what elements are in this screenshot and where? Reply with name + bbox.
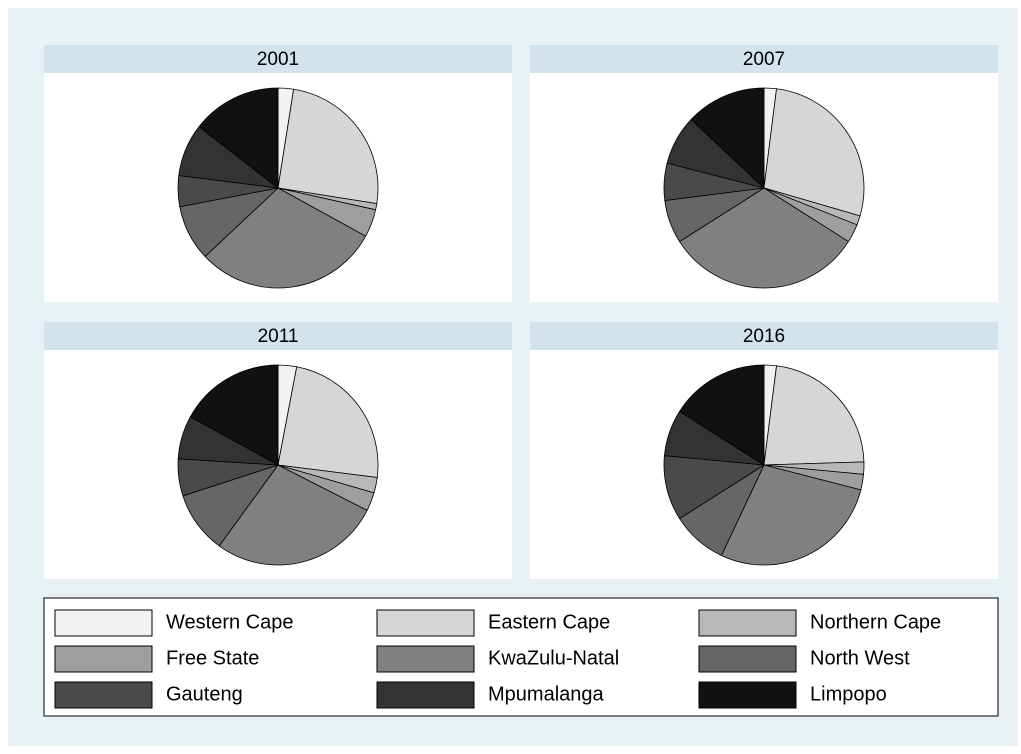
pie-slice — [763, 365, 865, 466]
pie-slice — [218, 464, 368, 566]
panel-title: 2011 — [258, 326, 299, 347]
legend-swatch — [376, 609, 475, 637]
legend-label: North West — [810, 647, 910, 669]
pie-slice — [679, 364, 765, 466]
pie-slice — [198, 87, 279, 189]
legend-box — [43, 597, 999, 717]
pie-slice — [277, 88, 379, 205]
legend-label: Mpumalanga — [488, 683, 605, 705]
pie-slice — [204, 187, 367, 289]
legend-label: Eastern Cape — [488, 611, 610, 633]
legend-label: Limpopo — [810, 683, 887, 705]
legend-label: Northern Cape — [810, 611, 941, 633]
panel-header — [44, 322, 512, 350]
legend-swatch — [698, 609, 797, 637]
legend-swatch — [54, 609, 153, 637]
panel-title: 2001 — [257, 49, 299, 70]
panel-title: 2007 — [743, 49, 785, 70]
panel-header — [44, 45, 512, 73]
pie-slice — [679, 187, 849, 289]
pie-slice — [720, 464, 862, 566]
legend-swatch — [54, 681, 153, 709]
legend-swatch — [698, 645, 797, 673]
legend-label: Free State — [166, 647, 259, 669]
legend-label: Gauteng — [166, 683, 243, 705]
legend-swatch — [54, 645, 153, 673]
pie-slice — [277, 366, 379, 478]
legend-label: KwaZulu-Natal — [488, 647, 619, 669]
panel-header — [530, 322, 998, 350]
panel-header — [530, 45, 998, 73]
pie-slice — [763, 88, 865, 217]
pie-slice — [690, 87, 765, 189]
legend-swatch — [376, 681, 475, 709]
legend-label: Western Cape — [166, 611, 293, 633]
pie-slice — [189, 364, 279, 466]
panel-title: 2016 — [743, 326, 785, 347]
legend-swatch — [376, 645, 475, 673]
legend-swatch — [698, 681, 797, 709]
